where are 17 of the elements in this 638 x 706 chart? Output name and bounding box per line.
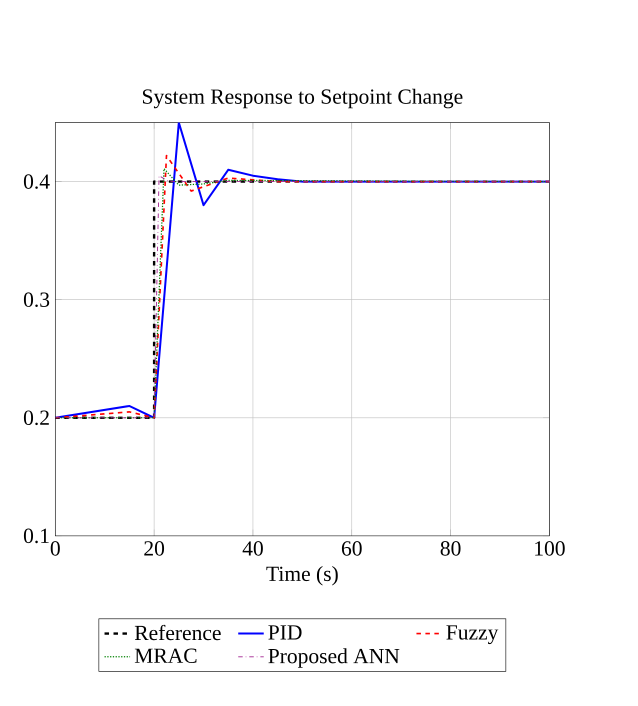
x-tick-label: 60	[342, 541, 362, 556]
y-tick-label: 0.2	[24, 410, 49, 426]
legend-label: Proposed ANN	[268, 648, 400, 668]
chart-title: System Response to Setpoint Change	[142, 88, 462, 108]
x-tick-label: 80	[440, 541, 461, 556]
legend-label: PID	[268, 625, 302, 640]
x-tick-label: 40	[242, 541, 263, 556]
legend-label: Fuzzy	[446, 625, 498, 644]
legend-label: MRAC	[134, 648, 196, 663]
x-tick-label: 20	[144, 541, 164, 556]
y-tick-label: 0.3	[24, 292, 50, 308]
x-tick-label: 100	[535, 541, 565, 556]
y-tick-label: 0.1	[24, 528, 49, 544]
y-tick-label: 0.4	[24, 174, 50, 189]
legend-label: Reference	[134, 624, 221, 640]
x-axis-title: Time (s)	[266, 566, 338, 586]
x-tick-label: 0	[50, 541, 60, 556]
